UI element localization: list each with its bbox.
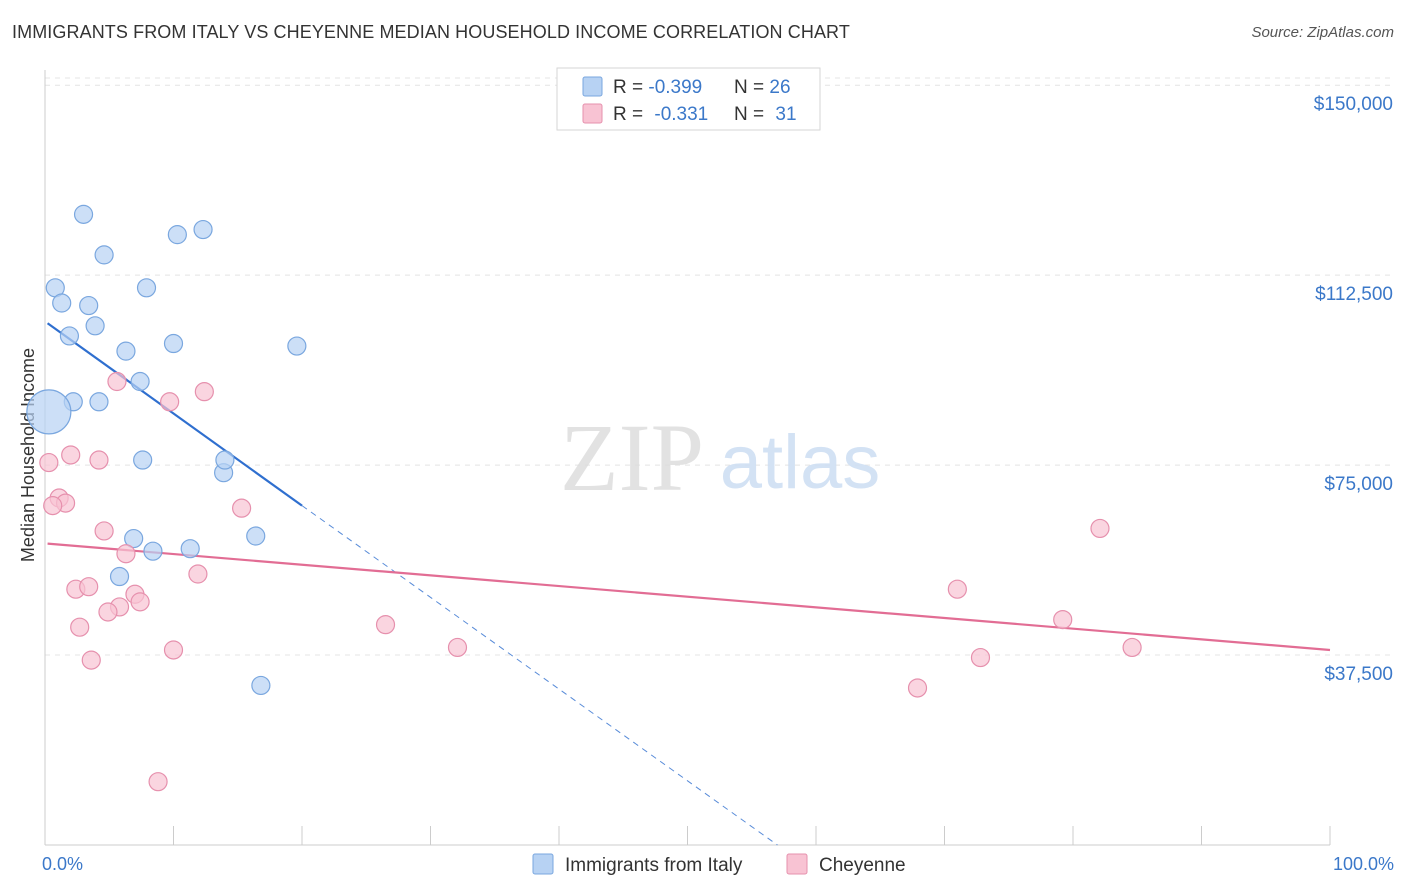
cheyenne-point — [1122, 637, 1142, 658]
bottom-legend-label-cheyenne: Cheyenne — [819, 855, 906, 876]
italy-point — [136, 278, 157, 298]
italy-point — [109, 566, 130, 587]
cheyenne-point — [188, 564, 208, 584]
cheyenne-point — [194, 382, 214, 402]
cheyenne-point — [81, 650, 101, 670]
italy-point — [251, 675, 271, 696]
legend-swatch-italy — [582, 76, 603, 97]
source-label: Source: ZipAtlas.com — [1251, 24, 1394, 41]
italy-point — [89, 392, 109, 412]
cheyenne-point — [43, 496, 63, 516]
italy-point — [124, 528, 144, 549]
cheyenne-point — [116, 544, 136, 564]
cheyenne-point — [907, 678, 928, 698]
cheyenne-point — [947, 579, 967, 599]
bottom-legend-swatch-italy — [532, 853, 554, 875]
legend-n-label-2: N = — [734, 104, 769, 125]
cheyenne-point — [130, 592, 150, 612]
legend-r-value-1: -0.399 — [648, 77, 702, 98]
data-points — [26, 204, 1142, 792]
watermark-zip: ZIP — [560, 404, 704, 511]
svg-text:R = -0.399: R = -0.399 — [613, 77, 702, 98]
legend-n-value-1: 26 — [769, 77, 790, 98]
cheyenne-point — [89, 450, 109, 470]
cheyenne-trend-line — [47, 542, 1331, 652]
cheyenne-point — [163, 640, 184, 660]
legend-swatch-cheyenne — [582, 103, 603, 124]
cheyenne-point — [375, 615, 396, 635]
gridlines — [45, 77, 1395, 656]
svg-text:R = -0.331: R = -0.331 — [613, 104, 708, 125]
italy-point — [85, 316, 105, 336]
cheyenne-point — [1053, 609, 1073, 630]
cheyenne-point — [232, 498, 252, 518]
italy-point — [143, 541, 163, 561]
cheyenne-point — [148, 772, 168, 792]
y-tick-label: $150,000 — [1314, 94, 1393, 115]
legend-r-label-2: R = — [613, 104, 648, 125]
legend-r-label-1: R = — [613, 77, 648, 98]
italy-point — [163, 333, 184, 354]
italy-trend-line — [46, 322, 303, 507]
x-tick-label-min: 0.0% — [42, 854, 83, 874]
x-tick-label-max: 100.0% — [1333, 854, 1394, 874]
cheyenne-point — [39, 452, 59, 473]
y-tick-label: $75,000 — [1324, 474, 1393, 495]
cheyenne-point — [160, 392, 180, 412]
cheyenne-point — [94, 521, 114, 541]
italy-point — [26, 389, 72, 435]
cheyenne-point — [1090, 518, 1110, 539]
italy-point — [79, 295, 99, 316]
italy-point — [130, 371, 150, 392]
italy-point — [73, 204, 94, 224]
series-legend: Immigrants from Italy Cheyenne — [532, 853, 906, 876]
italy-point — [94, 245, 114, 265]
cheyenne-point — [107, 371, 127, 392]
legend-r-value-2: -0.331 — [654, 104, 708, 125]
cheyenne-point — [447, 637, 468, 658]
italy-point — [59, 326, 80, 346]
bottom-legend-swatch-cheyenne — [786, 853, 808, 875]
legend-n-label-1: N = — [734, 77, 769, 98]
svg-text:N = 31: N = 31 — [734, 104, 797, 125]
y-tick-label: $112,500 — [1315, 284, 1393, 305]
chart-title: IMMIGRANTS FROM ITALY VS CHEYENNE MEDIAN… — [12, 22, 850, 42]
bottom-legend-label-italy: Immigrants from Italy — [565, 855, 743, 876]
axes: $37,500 $75,000 $112,500 $150,000 0.0% 100.0% — [42, 70, 1394, 874]
y-tick-label: $37,500 — [1324, 664, 1393, 685]
italy-point — [167, 225, 187, 245]
watermark-atlas: atlas — [720, 420, 881, 505]
legend-n-value-2: 31 — [775, 104, 796, 125]
cheyenne-point — [79, 577, 99, 597]
italy-point — [287, 336, 307, 356]
italy-point — [133, 450, 153, 470]
cheyenne-point — [970, 647, 991, 668]
italy-point — [116, 341, 136, 361]
italy-point — [193, 219, 213, 240]
italy-point — [52, 293, 72, 313]
y-axis-label: Median Household Income — [18, 348, 38, 562]
svg-text:N = 26: N = 26 — [734, 77, 791, 98]
italy-point — [180, 539, 200, 559]
cheyenne-point — [70, 617, 90, 637]
cheyenne-point — [98, 602, 118, 622]
italy-point — [215, 450, 235, 470]
cheyenne-point — [61, 445, 81, 465]
trend-lines — [46, 322, 1331, 846]
italy-point — [246, 526, 266, 546]
correlation-legend: R = -0.399 N = 26 R = -0.331 N = 31 — [556, 67, 821, 131]
italy-trend-extension — [301, 505, 778, 846]
